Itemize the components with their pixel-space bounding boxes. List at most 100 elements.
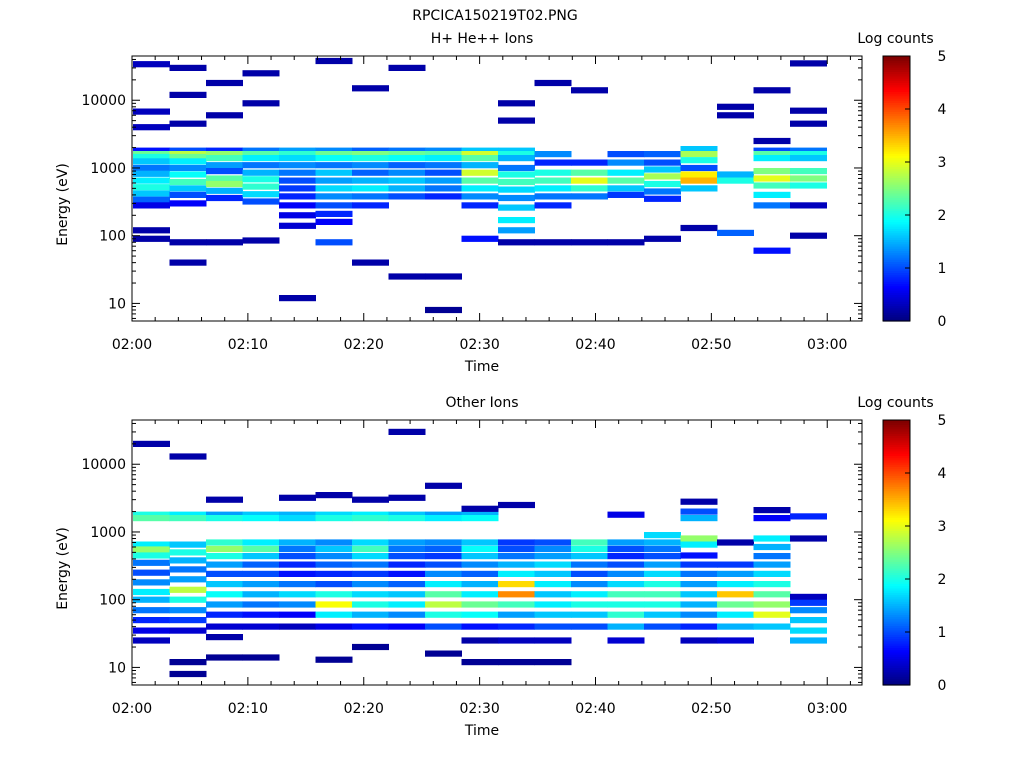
heatmap-cell	[498, 100, 535, 107]
heatmap-cell	[717, 103, 754, 110]
heatmap-cell	[680, 611, 718, 618]
colorbar-segment	[883, 453, 910, 456]
y-tick-label: 10	[108, 296, 126, 312]
heatmap-cell	[425, 162, 462, 169]
heatmap-cell	[315, 515, 353, 522]
colorbar-segment	[883, 499, 910, 503]
heatmap-cell	[242, 581, 280, 588]
colorbar-segment	[883, 115, 910, 119]
colorbar-segment	[883, 497, 910, 501]
heatmap-cell	[169, 453, 207, 460]
colorbar-segment	[883, 84, 910, 88]
heatmap-cell	[242, 545, 280, 553]
heatmap-cell	[498, 545, 535, 553]
colorbar-segment	[883, 607, 910, 611]
colorbar-segment	[883, 530, 910, 534]
colorbar-segment	[883, 667, 910, 671]
colorbar-segment	[883, 680, 910, 684]
heatmap-cell	[498, 561, 535, 568]
colorbar-segment	[883, 82, 910, 86]
heatmap-cell	[680, 185, 718, 192]
heatmap-cell	[169, 158, 207, 165]
heatmap-cell	[680, 561, 718, 568]
heatmap-cell	[607, 570, 645, 577]
x-tick-label: 03:00	[807, 701, 847, 717]
heatmap-cell	[753, 151, 791, 158]
colorbar-segment	[883, 682, 910, 686]
colorbar-segment	[883, 265, 910, 269]
heatmap-cell	[717, 112, 754, 119]
colorbar-segment	[883, 75, 910, 79]
heatmap-cell	[644, 553, 681, 560]
colorbar-segment	[883, 609, 910, 613]
colorbar-segment	[883, 594, 910, 598]
colorbar-segment	[883, 124, 910, 128]
heatmap-cell	[680, 591, 718, 598]
heatmap-cell	[133, 617, 170, 624]
heatmap-cell	[388, 428, 426, 435]
heatmap-cell	[206, 147, 243, 154]
heatmap-cell	[352, 515, 389, 522]
colorbar-segment	[883, 638, 910, 642]
heatmap-cell	[571, 87, 608, 94]
colorbar-segment	[883, 556, 910, 560]
colorbar-segment	[883, 254, 910, 258]
colorbar-segment	[883, 243, 910, 247]
colorbar-segment	[883, 294, 910, 298]
heatmap-cell	[352, 601, 389, 608]
heatmap-cell	[790, 627, 827, 634]
heatmap-cell	[790, 202, 827, 209]
heatmap-cell	[425, 193, 462, 200]
colorbar-segment	[883, 91, 910, 95]
colorbar-segment	[883, 585, 910, 589]
heatmap-cell	[498, 204, 535, 211]
heatmap-cell	[169, 239, 207, 246]
y-axis: 10 100 1000 10000 Energy (eV)	[55, 58, 862, 319]
heatmap-cell	[644, 545, 681, 553]
heatmap-cell	[680, 552, 718, 559]
heatmap-cell	[315, 210, 353, 217]
heatmap-cell	[680, 581, 718, 588]
heatmap-cell	[425, 581, 462, 588]
colorbar-segment	[883, 627, 910, 631]
heatmap-cell	[279, 162, 316, 169]
colorbar-segment	[883, 287, 910, 291]
heatmap-cell	[644, 623, 681, 630]
heatmap-cell	[352, 611, 389, 618]
heatmap-cell	[790, 120, 827, 127]
y-axis-label: Energy (eV)	[55, 163, 71, 246]
colorbar-segment	[883, 528, 910, 532]
x-tick-label: 02:20	[344, 337, 384, 353]
heatmap-cell	[279, 185, 316, 192]
colorbar-segment	[883, 201, 910, 205]
x-tick-label: 02:30	[459, 701, 499, 717]
colorbar-segment	[883, 71, 910, 75]
heatmap-cell	[607, 239, 645, 246]
heatmap-cell	[388, 553, 426, 560]
heatmap-cell	[206, 194, 243, 202]
heatmap-cell	[206, 623, 243, 630]
heatmap-cell	[680, 146, 718, 153]
heatmap-cell	[461, 235, 499, 242]
heatmap-cell	[607, 185, 645, 192]
heatmap-cell	[352, 643, 389, 651]
colorbar-segment	[883, 656, 910, 660]
colorbar-segment	[883, 426, 910, 430]
heatmap-cell	[461, 561, 499, 568]
colorbar-segment	[883, 181, 910, 185]
colorbar-segment	[883, 673, 910, 677]
colorbar-segment	[883, 250, 910, 254]
y-tick-label: 100	[99, 593, 126, 609]
heatmap-cell	[169, 200, 207, 207]
colorbar-segment	[883, 290, 910, 293]
colorbar-tick-label: 5	[938, 49, 947, 65]
colorbar-segment	[883, 162, 910, 165]
heatmap-cell	[133, 637, 170, 644]
heatmap-cell	[753, 175, 791, 182]
colorbar-segment	[883, 579, 910, 582]
colorbar-segment	[883, 488, 910, 492]
heatmap-cell	[388, 561, 426, 568]
heatmap-cell	[315, 177, 353, 184]
colorbar-segment	[883, 654, 910, 657]
